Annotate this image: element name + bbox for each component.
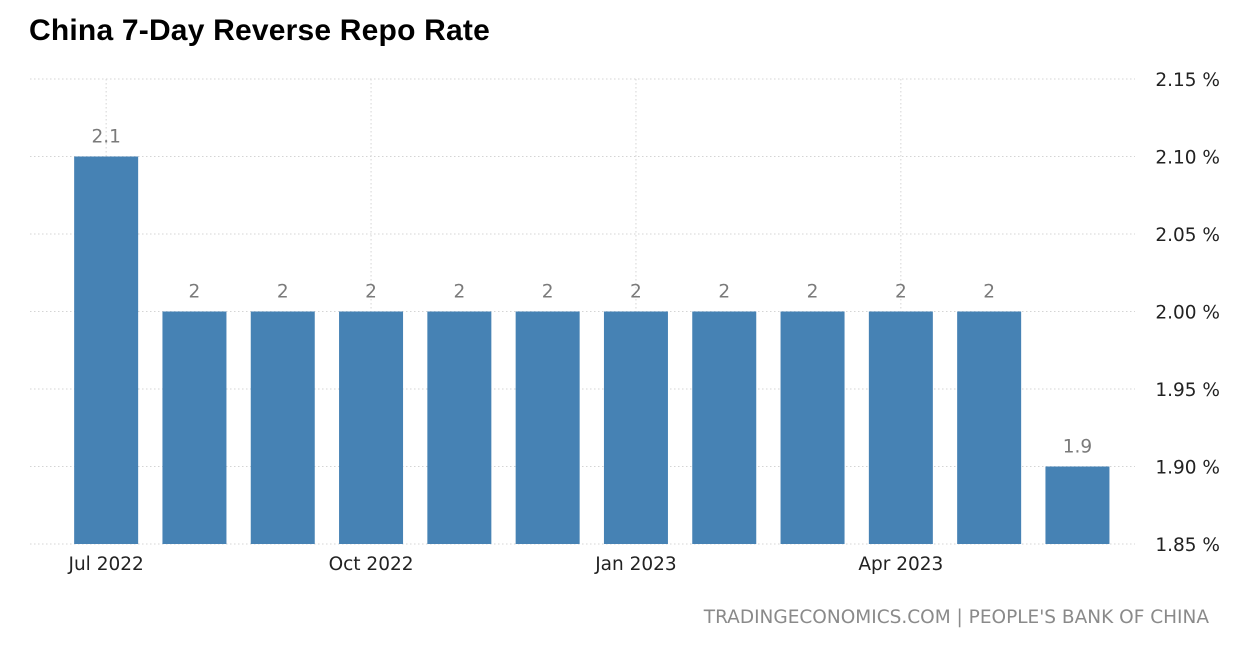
x-tick-label: Oct 2022 [329, 554, 414, 575]
data-label: 2 [630, 282, 642, 303]
data-label: 2 [453, 282, 465, 303]
y-tick-label: 2.15 % [1155, 70, 1220, 91]
bar [515, 311, 580, 544]
y-tick-label: 1.85 % [1155, 535, 1220, 556]
y-tick-label: 2.05 % [1155, 225, 1220, 246]
bar [868, 311, 933, 544]
data-label: 2 [983, 282, 995, 303]
x-tick-label: Jul 2022 [68, 554, 144, 575]
bar [1045, 466, 1110, 544]
y-tick-label: 2.10 % [1155, 148, 1220, 169]
data-label: 2 [718, 282, 730, 303]
y-tick-label: 1.95 % [1155, 380, 1220, 401]
data-label: 2 [189, 282, 201, 303]
bar [74, 156, 139, 544]
bar [603, 311, 668, 544]
data-label: 2 [807, 282, 819, 303]
y-axis-ticks: 1.85 % 1.90 % 1.95 % 2.00 % 2.05 % 2.10 % 2.15… [1155, 70, 1220, 556]
data-label: 1.9 [1063, 437, 1092, 458]
bar [427, 311, 492, 544]
source-attribution: TRADINGECONOMICS.COM | PEOPLE'S BANK OF … [703, 607, 1209, 628]
bar [957, 311, 1022, 544]
data-label: 2 [542, 282, 554, 303]
x-axis-ticks: Jul 2022 Oct 2022 Jan 2023 Apr 2023 [68, 554, 944, 575]
data-labels: 2.1 2 2 2 2 2 2 2 2 2 2 1.9 [91, 127, 1092, 458]
bar [780, 311, 845, 544]
data-label: 2 [277, 282, 289, 303]
bar-chart: 2.1 2 2 2 2 2 2 2 2 2 2 1.9 1.85 % 1.90 % 1.95 % 2.00 … [30, 70, 1220, 575]
y-tick-label: 2.00 % [1155, 303, 1220, 324]
bars [74, 156, 1110, 544]
data-label: 2.1 [91, 127, 120, 148]
x-tick-label: Jan 2023 [594, 554, 676, 575]
bar [250, 311, 315, 544]
data-label: 2 [895, 282, 907, 303]
y-tick-label: 1.90 % [1155, 458, 1220, 479]
data-label: 2 [365, 282, 377, 303]
bar [162, 311, 227, 544]
chart-title: China 7-Day Reverse Repo Rate [29, 14, 490, 47]
bar [692, 311, 757, 544]
x-tick-label: Apr 2023 [858, 554, 943, 575]
bar [339, 311, 404, 544]
